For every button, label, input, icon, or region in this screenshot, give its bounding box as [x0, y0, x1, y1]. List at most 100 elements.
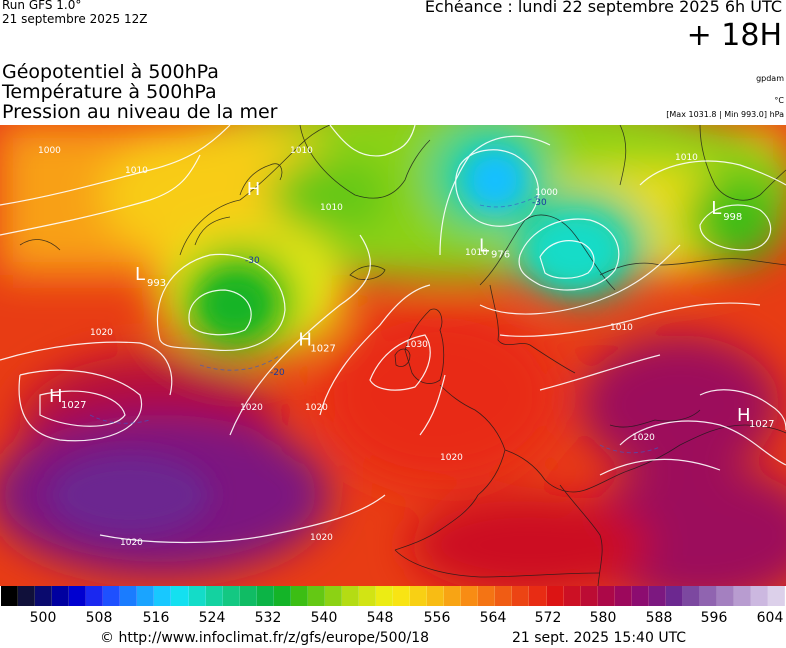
colorbar-swatch	[768, 586, 786, 606]
isobar-label: 1010	[675, 153, 698, 163]
colorbar-swatch	[699, 586, 717, 606]
variable-geopotential: Géopotentiel à 500hPa	[2, 61, 219, 83]
low-pressure-center: L 993	[135, 264, 166, 289]
colorbar-swatch	[205, 586, 223, 606]
colorbar-swatch	[222, 586, 240, 606]
colorbar-swatch	[529, 586, 547, 606]
colorbar-tick-label: 596	[700, 610, 728, 626]
isobar-label: 1000	[38, 146, 61, 156]
colorbar-swatch	[751, 586, 769, 606]
colorbar-swatch	[716, 586, 735, 606]
colorbar-swatch	[478, 586, 496, 606]
colorbar-swatch	[18, 586, 36, 606]
colorbar-swatch	[665, 586, 683, 606]
colorbar-swatch	[154, 586, 172, 606]
pressure-center-value: 1027	[61, 400, 86, 411]
pressure-center-letter: H	[247, 179, 261, 200]
colorbar-swatch	[256, 586, 274, 606]
variable-temperature: Température à 500hPa	[2, 81, 217, 103]
colorbar-tick-label: 588	[645, 610, 673, 626]
pressure-center-letter: H	[737, 405, 751, 426]
pressure-center-value: 1027	[310, 344, 335, 355]
variable-pressure: Pression au niveau de la mer	[2, 101, 278, 123]
isobar-labels: 1000 1010 1010 1010 1020 1020 1020 1020 1020 1020…	[38, 146, 698, 548]
colorbar-swatch	[171, 586, 189, 606]
colorbar-tick-label: 540	[310, 610, 338, 626]
forecast-offset: + 18H	[686, 18, 782, 53]
colorbar-swatch	[69, 586, 87, 606]
isobar-label: 1030	[405, 340, 428, 350]
colorbar-swatch	[324, 586, 342, 606]
colorbar-swatch	[376, 586, 394, 606]
source-url[interactable]: © http://www.infoclimat.fr/z/gfs/europe/…	[100, 630, 430, 646]
temperature-labels: -30 -30 -20	[245, 198, 547, 378]
isobar-label: 1020	[90, 328, 113, 338]
colorbar-swatch	[512, 586, 530, 606]
unit-temperature: °C	[774, 96, 784, 105]
isobar-label: 1020	[240, 403, 263, 413]
colorbar-swatch	[580, 586, 598, 606]
pressure-center-value: 1027	[749, 419, 774, 430]
colorbar-swatch	[307, 586, 325, 606]
isobar-label: 1020	[120, 538, 143, 548]
colorbar-swatch	[682, 586, 700, 606]
colorbar-swatch	[734, 586, 752, 606]
forecast-valid-time: Echéance : lundi 22 septembre 2025 6h UT…	[424, 0, 782, 16]
pressure-center-letter: H	[298, 330, 312, 351]
run-label: Run GFS 1.0°	[2, 0, 82, 12]
colorbar-swatch	[410, 586, 428, 606]
colorbar-swatch	[137, 586, 155, 606]
pressure-center-value: 998	[723, 212, 742, 223]
colorbar-swatch	[495, 586, 513, 606]
isobar-label: 1010	[290, 146, 313, 156]
colorbar-tick-label: 564	[479, 610, 507, 626]
colorbar-swatch	[393, 586, 411, 606]
weather-map: 1000 1010 1010 1010 1020 1020 1020 1020 1020 1020…	[0, 125, 786, 586]
isobar-label: 1010	[610, 323, 633, 333]
colorbar-swatch	[35, 586, 53, 606]
pressure-center-value: 993	[147, 278, 166, 289]
geopotential-colorbar	[1, 586, 786, 606]
isobar-label: 1020	[440, 453, 463, 463]
colorbar-swatch	[290, 586, 308, 606]
isobar-label: 1010	[125, 166, 148, 176]
pressure-center-value: 976	[491, 250, 510, 261]
colorbar-swatch	[461, 586, 479, 606]
colorbar-swatch	[273, 586, 291, 606]
colorbar-tick-label: 524	[198, 610, 226, 626]
isobar-label: 1020	[305, 403, 328, 413]
colorbar-tick-label: 508	[85, 610, 113, 626]
isobar-label: 1010	[465, 248, 488, 258]
pressure-center-letter: L	[135, 264, 145, 285]
low-pressure-center: L 976	[479, 236, 510, 261]
temperature-isotherms	[89, 194, 661, 454]
temperature-label: -30	[245, 256, 260, 266]
isobar-label: 1020	[310, 533, 333, 543]
colorbar-swatch	[86, 586, 104, 606]
geopotential-field	[0, 125, 786, 586]
low-pressure-center: L 998	[711, 198, 742, 223]
colorbar-tick-label: 604	[756, 610, 784, 626]
colorbar-tick-label: 556	[423, 610, 451, 626]
colorbar-swatch	[1, 586, 19, 606]
run-time: 21 septembre 2025 12Z	[2, 12, 148, 26]
colorbar-swatch	[563, 586, 581, 606]
colorbar-swatch	[239, 586, 257, 606]
colorbar-swatch	[120, 586, 138, 606]
colorbar-swatch	[546, 586, 564, 606]
colorbar-swatch	[427, 586, 445, 606]
isobar-label: 1020	[632, 433, 655, 443]
colorbar-swatch	[444, 586, 462, 606]
colorbar-tick-label: 532	[254, 610, 282, 626]
colorbar-swatch	[614, 586, 632, 606]
high-pressure-center: H	[247, 179, 261, 200]
isobar-label: 1010	[320, 203, 343, 213]
coastlines	[19, 125, 786, 586]
pressure-center-letter: L	[711, 198, 721, 219]
colorbar-swatch	[188, 586, 206, 606]
isobars	[0, 125, 786, 544]
colorbar-swatch	[341, 586, 359, 606]
